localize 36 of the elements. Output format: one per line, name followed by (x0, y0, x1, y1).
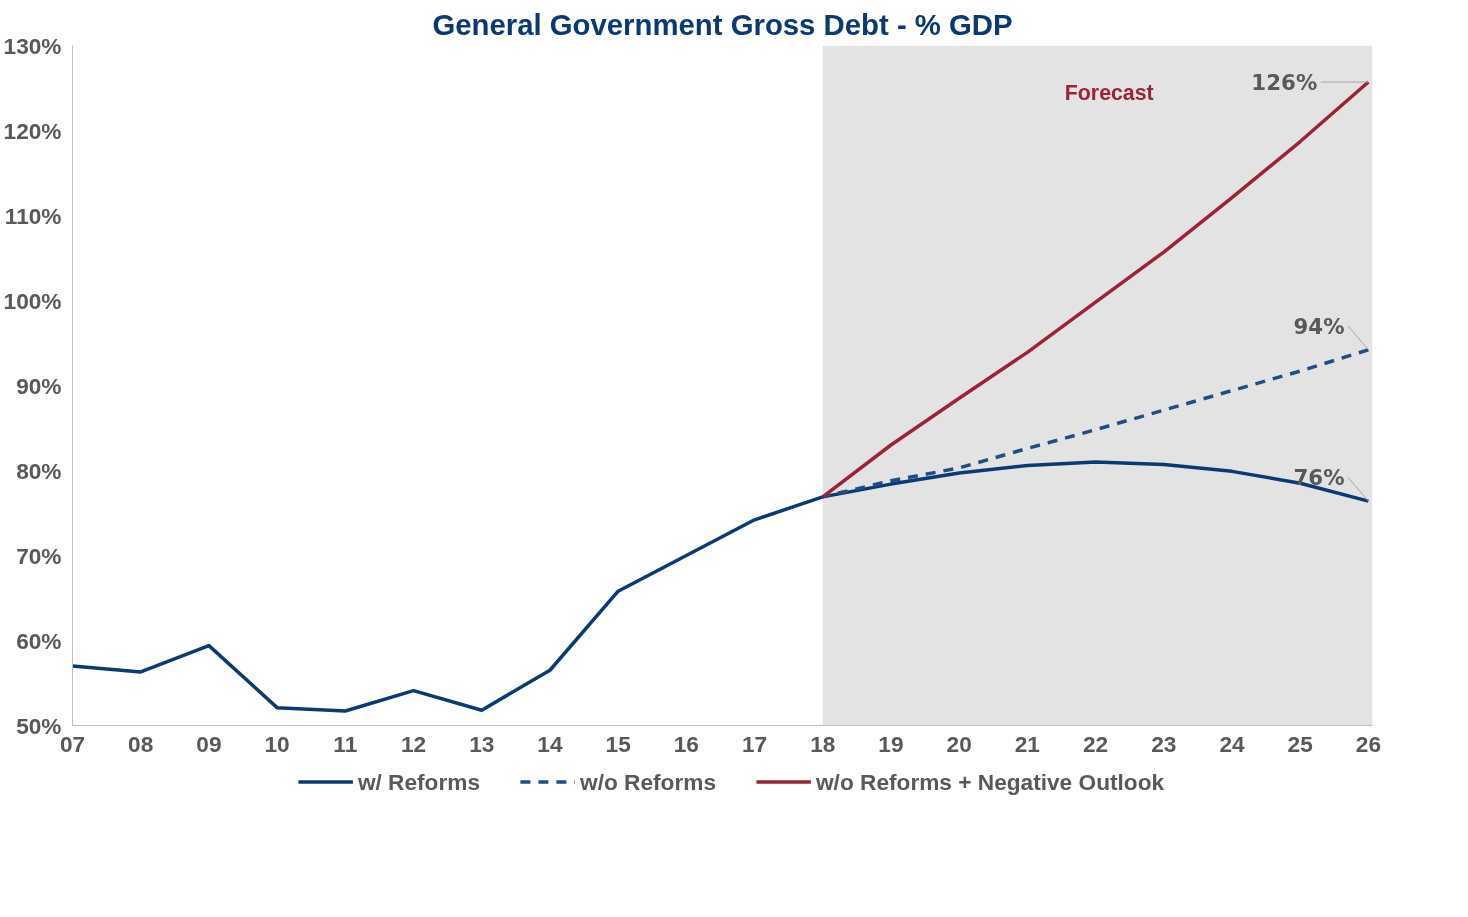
y-tick-label: 70% (16, 542, 62, 569)
x-tick-label: 20 (946, 730, 972, 757)
x-tick-label: 26 (1355, 730, 1382, 757)
x-tick-label: 22 (1082, 730, 1109, 757)
x-tick-label: 12 (400, 730, 427, 757)
x-tick-label: 14 (537, 730, 563, 757)
x-tick-label: 13 (469, 730, 495, 757)
annotation: 76% (1293, 464, 1345, 490)
y-tick-label: 50% (16, 712, 62, 739)
x-tick-label: 17 (741, 730, 768, 757)
y-tick-label: 90% (16, 372, 62, 399)
x-tick-label: 08 (128, 730, 154, 757)
y-tick-label: 110% (4, 202, 62, 229)
x-tick-label: 16 (673, 730, 699, 757)
y-tick-label: 130% (3, 32, 62, 59)
x-tick-label: 23 (1151, 730, 1177, 757)
x-tick-label: 24 (1219, 730, 1245, 757)
y-tick-label: 60% (16, 627, 62, 654)
legend-label: w/o Reforms (580, 768, 716, 795)
x-tick-label: 25 (1287, 730, 1313, 757)
annotation: 126% (1251, 69, 1318, 95)
y-tick-label: 120% (3, 117, 62, 144)
y-tick-label: 80% (16, 457, 62, 484)
x-tick-label: 19 (878, 730, 904, 757)
x-tick-label: 10 (264, 730, 290, 757)
y-tick-label: 100% (3, 287, 62, 314)
x-tick-label: 21 (1014, 730, 1040, 757)
legend-label: w/o Reforms + Negative Outlook (815, 768, 1165, 795)
band-label: Forecast (1064, 81, 1154, 105)
annotation: 94% (1293, 313, 1345, 339)
x-tick-label: 18 (810, 730, 836, 757)
chart-title: General Government Gross Debt - % GDP (432, 7, 1013, 41)
x-tick-label: 15 (605, 730, 631, 757)
x-tick-label: 09 (196, 730, 222, 757)
x-tick-label: 11 (333, 730, 358, 757)
legend-label: w/ Reforms (357, 768, 481, 795)
